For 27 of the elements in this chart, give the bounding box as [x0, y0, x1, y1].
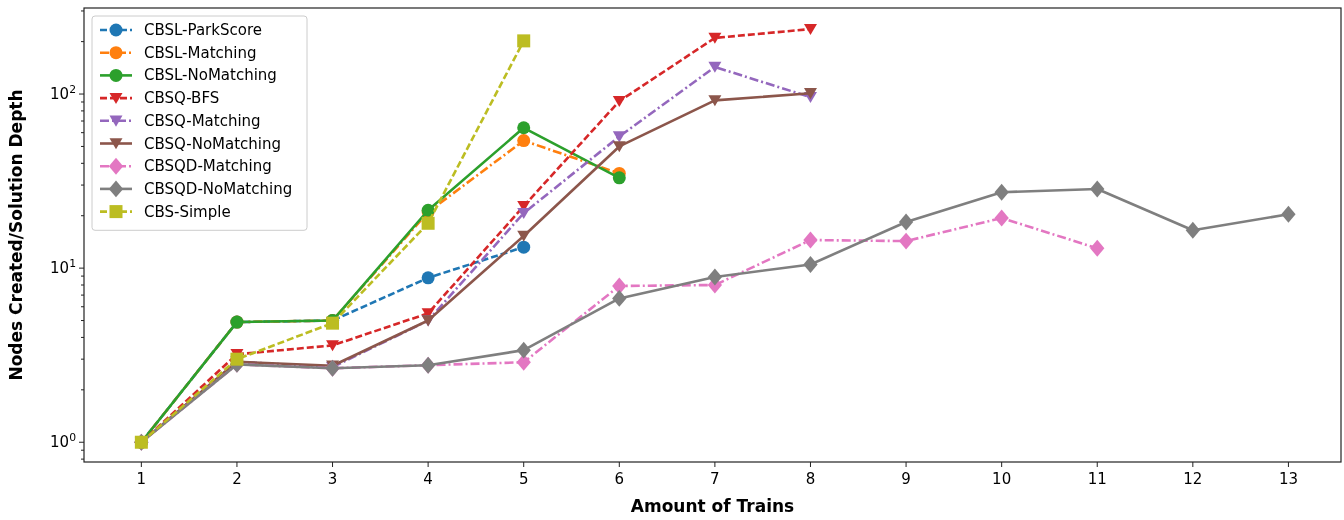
legend-label: CBSL-Matching — [144, 43, 257, 62]
y-axis-title: Nodes Created/Solution Depth — [6, 89, 26, 381]
x-tick-label: 11 — [1087, 470, 1107, 488]
y-tick-label: 10$^{0}$ — [50, 430, 77, 452]
legend-label: CBSQD-Matching — [144, 157, 272, 176]
x-tick-label: 3 — [327, 470, 338, 488]
x-tick-label: 1 — [136, 470, 147, 488]
x-tick-label: 9 — [901, 470, 911, 488]
x-tick-label: 8 — [805, 470, 816, 488]
x-tick-label: 5 — [518, 470, 529, 488]
y-tick-label: 10$^{1}$ — [50, 256, 76, 278]
x-tick-label: 13 — [1278, 470, 1298, 488]
x-tick-label: 12 — [1183, 470, 1203, 488]
legend-label: CBSL-NoMatching — [144, 66, 277, 85]
legend-label: CBS-Simple — [144, 202, 231, 221]
legend-label: CBSQD-NoMatching — [144, 179, 293, 198]
x-tick-label: 10 — [992, 470, 1012, 488]
legend-label: CBSL-ParkScore — [144, 21, 262, 39]
legend-label: CBSQ-NoMatching — [144, 134, 282, 153]
x-tick-label: 2 — [232, 470, 242, 488]
y-tick-label: 10$^{2}$ — [50, 82, 76, 104]
legend-label: CBSQ-Matching — [144, 111, 261, 130]
x-axis-title: Amount of Trains — [630, 496, 795, 516]
x-tick-label: 4 — [423, 470, 433, 488]
x-tick-label: 7 — [710, 470, 720, 488]
x-tick-label: 6 — [614, 470, 625, 488]
legend-label: CBSQ-BFS — [144, 89, 220, 108]
